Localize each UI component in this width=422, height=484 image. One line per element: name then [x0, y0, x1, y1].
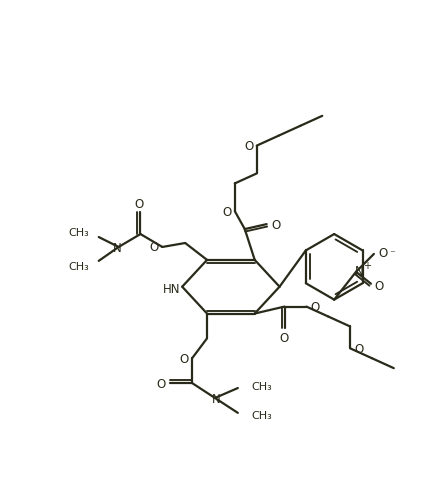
Text: N: N [354, 265, 363, 278]
Text: O: O [374, 280, 384, 293]
Text: O: O [354, 342, 364, 355]
Text: O: O [222, 205, 232, 218]
Text: N: N [211, 393, 220, 406]
Text: HN: HN [163, 283, 180, 296]
Text: +: + [363, 260, 371, 270]
Text: O: O [279, 331, 288, 344]
Text: O: O [378, 247, 387, 260]
Text: O: O [135, 197, 144, 211]
Text: ⁻: ⁻ [389, 248, 395, 258]
Text: O: O [244, 140, 253, 153]
Text: O: O [311, 301, 320, 314]
Text: O: O [271, 218, 280, 231]
Text: CH₃: CH₃ [68, 261, 89, 271]
Text: CH₃: CH₃ [252, 410, 273, 420]
Text: N: N [113, 242, 122, 255]
Text: CH₃: CH₃ [68, 227, 89, 238]
Text: O: O [157, 377, 166, 390]
Text: O: O [150, 241, 159, 254]
Text: O: O [179, 352, 189, 365]
Text: CH₃: CH₃ [252, 381, 273, 391]
